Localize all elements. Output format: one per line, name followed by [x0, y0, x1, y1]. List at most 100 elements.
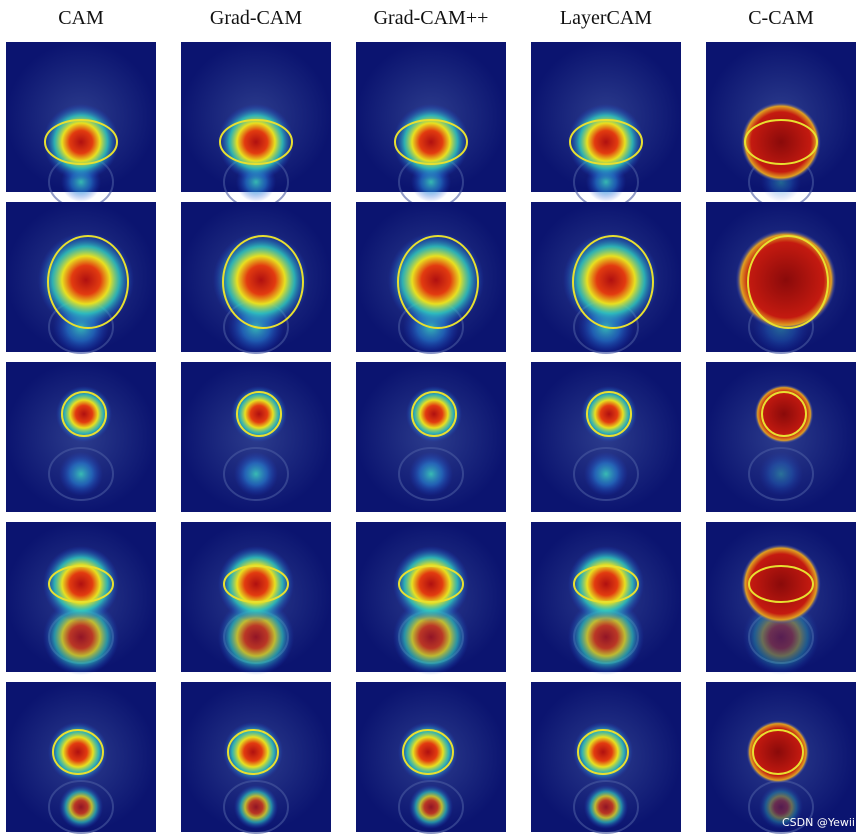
lesion-outline: [61, 391, 107, 437]
activation-secondary: [59, 785, 103, 829]
heatmap-image: [6, 362, 156, 512]
heatmap-image: [181, 42, 331, 209]
activation-main: [393, 546, 469, 622]
anatomy-shadow: [223, 447, 289, 501]
activation-main: [38, 232, 134, 328]
activation-secondary: [409, 785, 453, 829]
heatmap-image: [706, 42, 856, 209]
lesion-outline: [761, 391, 807, 437]
column-header: C-CAM: [748, 7, 814, 29]
column-header: Grad-CAM: [210, 7, 302, 29]
anatomy-shadow: [748, 447, 814, 501]
lesion-outline: [577, 729, 629, 775]
activation-secondary: [218, 599, 294, 675]
activation-secondary: [584, 452, 628, 496]
lesion-outline: [48, 565, 114, 603]
activation-main: [213, 232, 309, 328]
activation-secondary: [759, 785, 803, 829]
heatmap-image: [531, 362, 681, 512]
heatmap-image: [706, 682, 856, 834]
lesion-outline: [402, 729, 454, 775]
heatmap-image: [531, 202, 681, 355]
heatmap-image: [531, 682, 681, 834]
heatmap-image: [6, 522, 156, 675]
activation-main: [563, 232, 659, 328]
activation-main: [388, 232, 484, 328]
watermark: CSDN @Yewii: [782, 816, 855, 829]
lesion-outline: [411, 391, 457, 437]
activation-secondary: [409, 452, 453, 496]
heatmap-image: [356, 202, 506, 355]
heatmap-image: [356, 362, 506, 512]
column-header: Grad-CAM++: [374, 7, 489, 29]
column-header: CAM: [58, 7, 104, 29]
activation-secondary: [43, 599, 119, 675]
heatmap-image: [181, 362, 331, 512]
activation-main: [746, 720, 810, 784]
heatmap-image: [181, 522, 331, 675]
lesion-outline: [398, 565, 464, 603]
lesion-outline: [47, 235, 129, 329]
lesion-outline: [744, 119, 818, 165]
lesion-outline: [222, 235, 304, 329]
heatmap-image: [531, 522, 681, 675]
lesion-outline: [236, 391, 282, 437]
heatmap-image: [6, 42, 156, 209]
heatmap-image: [6, 682, 156, 834]
lesion-outline: [52, 729, 104, 775]
anatomy-shadow: [398, 447, 464, 501]
activation-main: [741, 544, 821, 624]
lesion-outline: [219, 119, 293, 165]
activation-main: [43, 104, 119, 180]
lesion-outline: [747, 235, 829, 329]
activation-secondary: [759, 452, 803, 496]
activation-secondary: [59, 452, 103, 496]
heatmap-image: [706, 522, 856, 675]
lesion-outline: [397, 235, 479, 329]
activation-main: [56, 386, 112, 442]
lesion-outline: [586, 391, 632, 437]
heatmap-image: [706, 362, 856, 512]
activation-secondary: [393, 599, 469, 675]
activation-secondary: [584, 785, 628, 829]
lesion-outline: [572, 235, 654, 329]
activation-main: [218, 546, 294, 622]
activation-main: [573, 722, 633, 782]
activation-main: [218, 104, 294, 180]
heatmap-image: [6, 202, 156, 355]
heatmap-image: [181, 682, 331, 834]
activation-secondary: [234, 785, 278, 829]
heatmap-image: [356, 42, 506, 209]
column-header: LayerCAM: [560, 7, 652, 29]
anatomy-shadow: [573, 447, 639, 501]
activation-secondary: [234, 452, 278, 496]
activation-secondary: [568, 599, 644, 675]
activation-main: [231, 386, 287, 442]
activation-main: [223, 722, 283, 782]
activation-main: [393, 104, 469, 180]
activation-main: [406, 386, 462, 442]
lesion-outline: [573, 565, 639, 603]
activation-main: [754, 384, 814, 444]
activation-main: [581, 386, 637, 442]
heatmap-image: [356, 682, 506, 834]
activation-main: [568, 546, 644, 622]
activation-main: [735, 229, 837, 331]
heatmap-image: [531, 42, 681, 209]
activation-main: [741, 102, 821, 182]
lesion-outline: [752, 729, 804, 775]
lesion-outline: [44, 119, 118, 165]
activation-main: [398, 722, 458, 782]
lesion-outline: [394, 119, 468, 165]
heatmap-image: [356, 522, 506, 675]
activation-main: [568, 104, 644, 180]
lesion-outline: [223, 565, 289, 603]
heatmap-image: [706, 202, 856, 355]
activation-main: [48, 722, 108, 782]
heatmap-image: [181, 202, 331, 355]
activation-main: [43, 546, 119, 622]
anatomy-shadow: [48, 447, 114, 501]
lesion-outline: [227, 729, 279, 775]
